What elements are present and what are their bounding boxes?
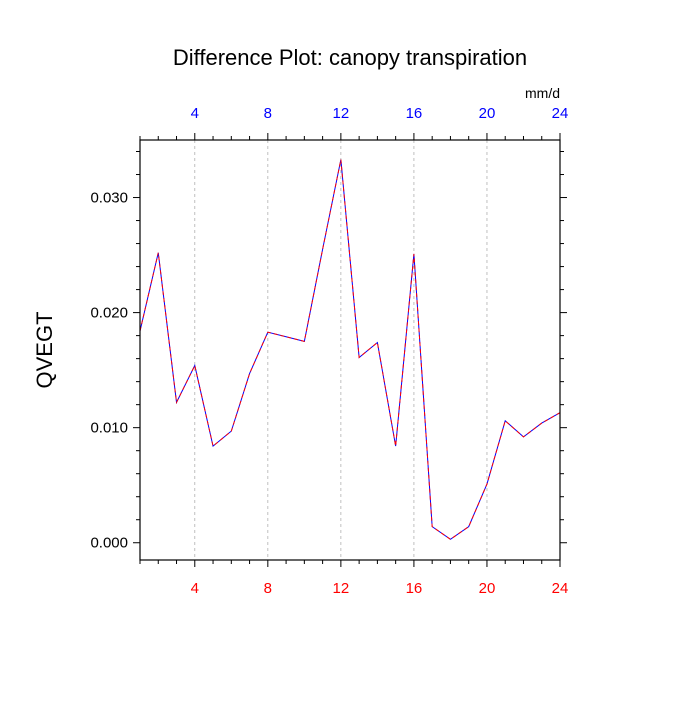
y-tick-label: 0.000 <box>90 535 128 552</box>
x-tick-label-bottom: 20 <box>479 580 496 597</box>
y-axis-label: QVEGT <box>32 311 57 388</box>
x-tick-label-bottom: 12 <box>333 580 350 597</box>
x-tick-label-bottom: 16 <box>406 580 423 597</box>
chart-title: Difference Plot: canopy transpiration <box>173 45 527 70</box>
x-tick-label-bottom: 24 <box>552 580 569 597</box>
y-tick-label: 0.030 <box>90 190 128 207</box>
x-tick-label-top: 12 <box>333 105 350 122</box>
x-tick-label-bottom: 4 <box>191 580 199 597</box>
x-tick-label-bottom: 8 <box>264 580 272 597</box>
x-tick-label-top: 20 <box>479 105 496 122</box>
y-tick-label: 0.020 <box>90 305 128 322</box>
x-tick-label-top: 4 <box>191 105 199 122</box>
units-label: mm/d <box>525 85 560 101</box>
x-tick-label-top: 16 <box>406 105 423 122</box>
x-tick-label-top: 8 <box>264 105 272 122</box>
x-tick-label-top: 24 <box>552 105 569 122</box>
y-tick-label: 0.010 <box>90 420 128 437</box>
